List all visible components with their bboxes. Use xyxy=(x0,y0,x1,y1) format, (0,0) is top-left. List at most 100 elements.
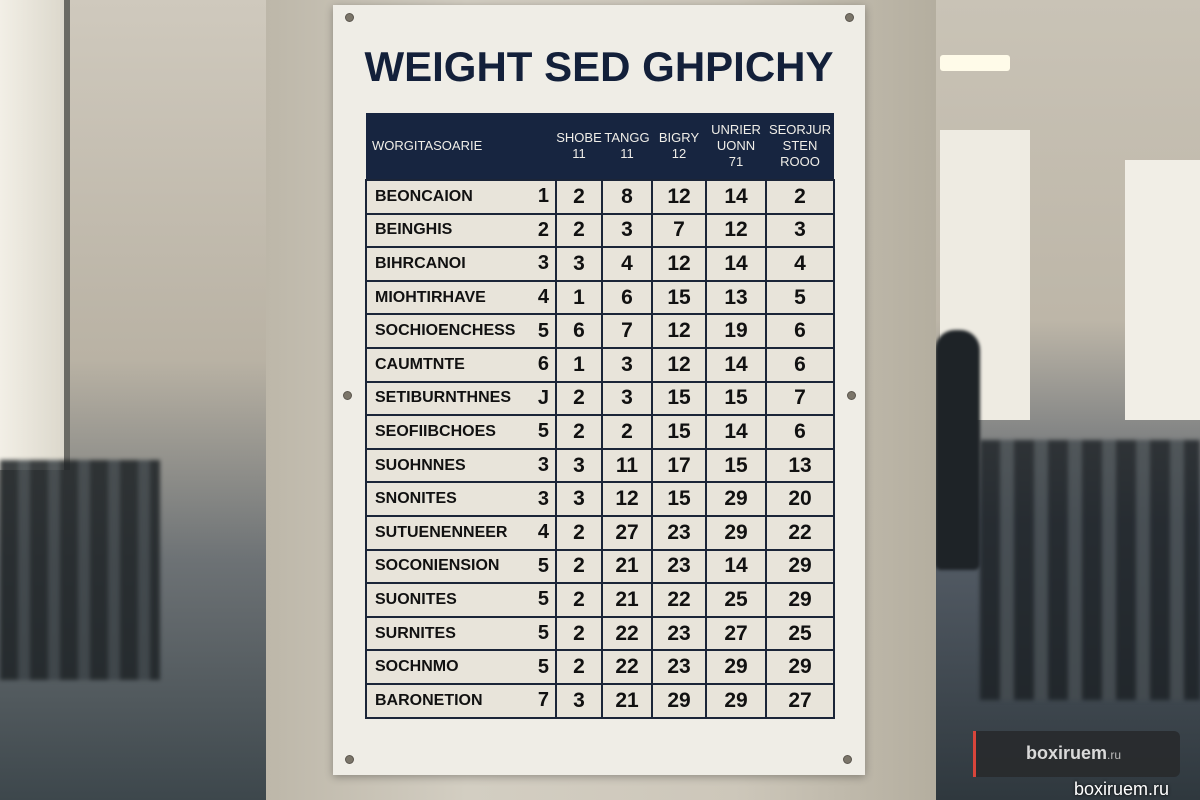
table-row: BEONCAION 1 2 8 12 14 2 xyxy=(365,179,835,215)
header-text: ROOO xyxy=(780,154,820,169)
exercise-cell: BEINGHIS 2 xyxy=(365,212,557,249)
exercise-name: SEOFIIBCHOES xyxy=(375,422,496,440)
table-row: SNONITES 3 3 12 15 29 20 xyxy=(365,481,835,517)
exercise-name: SOCONIENSION xyxy=(375,557,500,575)
value-cell: 22 xyxy=(601,615,653,652)
value-cell: 22 xyxy=(651,582,707,618)
value-cell: 3 xyxy=(601,212,653,249)
table-row: CAUMTNTE 6 1 3 12 14 6 xyxy=(365,346,835,383)
exercise-cell-content: SOCHIOENCHESS 5 xyxy=(375,320,549,343)
value-cell: 3 xyxy=(765,212,835,249)
value-cell: 6 xyxy=(555,313,603,349)
value-cell: 2 xyxy=(555,649,603,685)
value-cell: 29 xyxy=(705,514,767,551)
value-cell: 3 xyxy=(555,481,603,517)
exercise-name: MIOHTIRHAVE xyxy=(375,288,486,306)
exercise-cell-content: SUTUENENNEER 4 xyxy=(375,521,549,544)
table-row: BEINGHIS 2 2 3 7 12 3 xyxy=(365,212,835,249)
value-cell: 2 xyxy=(555,212,603,249)
table-row: BIHRCANOI 3 3 4 12 14 4 xyxy=(365,246,835,282)
value-cell: 27 xyxy=(705,615,767,652)
exercise-cell-content: SNONITES 3 xyxy=(375,488,549,511)
value-cell: 15 xyxy=(651,414,707,450)
table-header: WORGITASOARIE SHOBE 11 TANGG 11 BIGRY 12 UNRIER… xyxy=(366,113,834,180)
value-cell: 13 xyxy=(705,279,767,316)
exercise-cell-content: SETIBURNTHNES J xyxy=(375,387,549,410)
exercise-cell-content: SUOHNNES 3 xyxy=(375,454,549,477)
value-cell: 29 xyxy=(765,582,835,618)
row-number: 3 xyxy=(537,487,549,510)
exercise-name: BEINGHIS xyxy=(375,221,453,239)
column-header: UNRIER UONN 71 xyxy=(706,113,766,180)
exercise-cell: SETIBURNTHNES J xyxy=(365,380,557,417)
value-cell: 2 xyxy=(555,582,603,618)
dumbbell-rack xyxy=(0,460,160,680)
header-text: 71 xyxy=(728,154,744,169)
screw-icon xyxy=(343,391,352,400)
value-cell: 12 xyxy=(651,246,707,282)
exercise-cell: BIHRCANOI 3 xyxy=(365,246,557,282)
value-cell: 14 xyxy=(705,179,767,215)
row-number: 4 xyxy=(537,521,549,544)
row-number: 5 xyxy=(537,420,549,443)
value-cell: 2 xyxy=(555,380,603,417)
watermark-brand: boxiruem xyxy=(1026,743,1108,763)
exercise-cell-content: SURNITES 5 xyxy=(375,622,549,645)
row-number: 4 xyxy=(537,286,549,309)
value-cell: 20 xyxy=(765,481,835,517)
exercise-name: SUTUENENNEER xyxy=(375,523,508,541)
exercise-cell-content: BEINGHIS 2 xyxy=(375,219,549,242)
exercise-cell: BEONCAION 1 xyxy=(365,179,557,215)
value-cell: 25 xyxy=(705,582,767,618)
exercise-name: SUONITES xyxy=(375,590,457,608)
value-cell: 21 xyxy=(601,548,653,585)
value-cell: 21 xyxy=(601,582,653,618)
value-cell: 15 xyxy=(651,380,707,417)
weight-table: WORGITASOARIE SHOBE 11 TANGG 11 BIGRY 12 UNRIER… xyxy=(365,113,835,719)
value-cell: 12 xyxy=(705,212,767,249)
exercise-name: SUOHNNES xyxy=(375,456,466,474)
value-cell: 11 xyxy=(601,447,653,484)
value-cell: 6 xyxy=(765,313,835,349)
row-number: J xyxy=(537,386,549,409)
value-cell: 6 xyxy=(765,414,835,450)
exercise-cell-content: BEONCAION 1 xyxy=(375,185,549,208)
exercise-cell-content: SOCONIENSION 5 xyxy=(375,555,549,578)
exercise-name: BARONETION xyxy=(375,691,483,709)
exercise-cell-content: BIHRCANOI 3 xyxy=(375,252,549,275)
value-cell: 2 xyxy=(555,179,603,215)
screw-icon xyxy=(345,13,354,22)
screw-icon xyxy=(345,755,354,764)
value-cell: 12 xyxy=(601,481,653,517)
value-cell: 15 xyxy=(651,481,707,517)
exercise-name: BEONCAION xyxy=(375,187,473,205)
value-cell: 19 xyxy=(705,313,767,349)
exercise-cell: SURNITES 5 xyxy=(365,615,557,652)
value-cell: 2 xyxy=(601,414,653,450)
value-cell: 25 xyxy=(765,615,835,652)
value-cell: 14 xyxy=(705,246,767,282)
exercise-cell: SUTUENENNEER 4 xyxy=(365,514,557,551)
value-cell: 29 xyxy=(705,649,767,685)
person xyxy=(935,330,980,570)
table-row: SETIBURNTHNES J 2 3 15 15 7 xyxy=(365,380,835,417)
value-cell: 5 xyxy=(765,279,835,316)
value-cell: 8 xyxy=(601,179,653,215)
header-text: 11 xyxy=(572,146,586,161)
table-row: SEOFIIBCHOES 5 2 2 15 14 6 xyxy=(365,414,835,450)
exercise-name: CAUMTNTE xyxy=(375,355,465,373)
header-text: 12 xyxy=(671,146,687,161)
exercise-cell-content: SUONITES 5 xyxy=(375,588,549,611)
dumbbell-rack xyxy=(980,440,1200,700)
value-cell: 3 xyxy=(555,447,603,484)
value-cell: 6 xyxy=(765,346,835,383)
exercise-name: SOCHNMO xyxy=(375,658,459,676)
value-cell: 12 xyxy=(651,313,707,349)
value-cell: 15 xyxy=(705,380,767,417)
screw-icon xyxy=(845,13,854,22)
exercise-cell: SOCHNMO 5 xyxy=(365,649,557,685)
value-cell: 2 xyxy=(555,514,603,551)
exercise-name: SOCHIOENCHESS xyxy=(375,322,516,340)
header-text: STEN xyxy=(782,138,818,153)
row-number: 3 xyxy=(537,252,549,275)
